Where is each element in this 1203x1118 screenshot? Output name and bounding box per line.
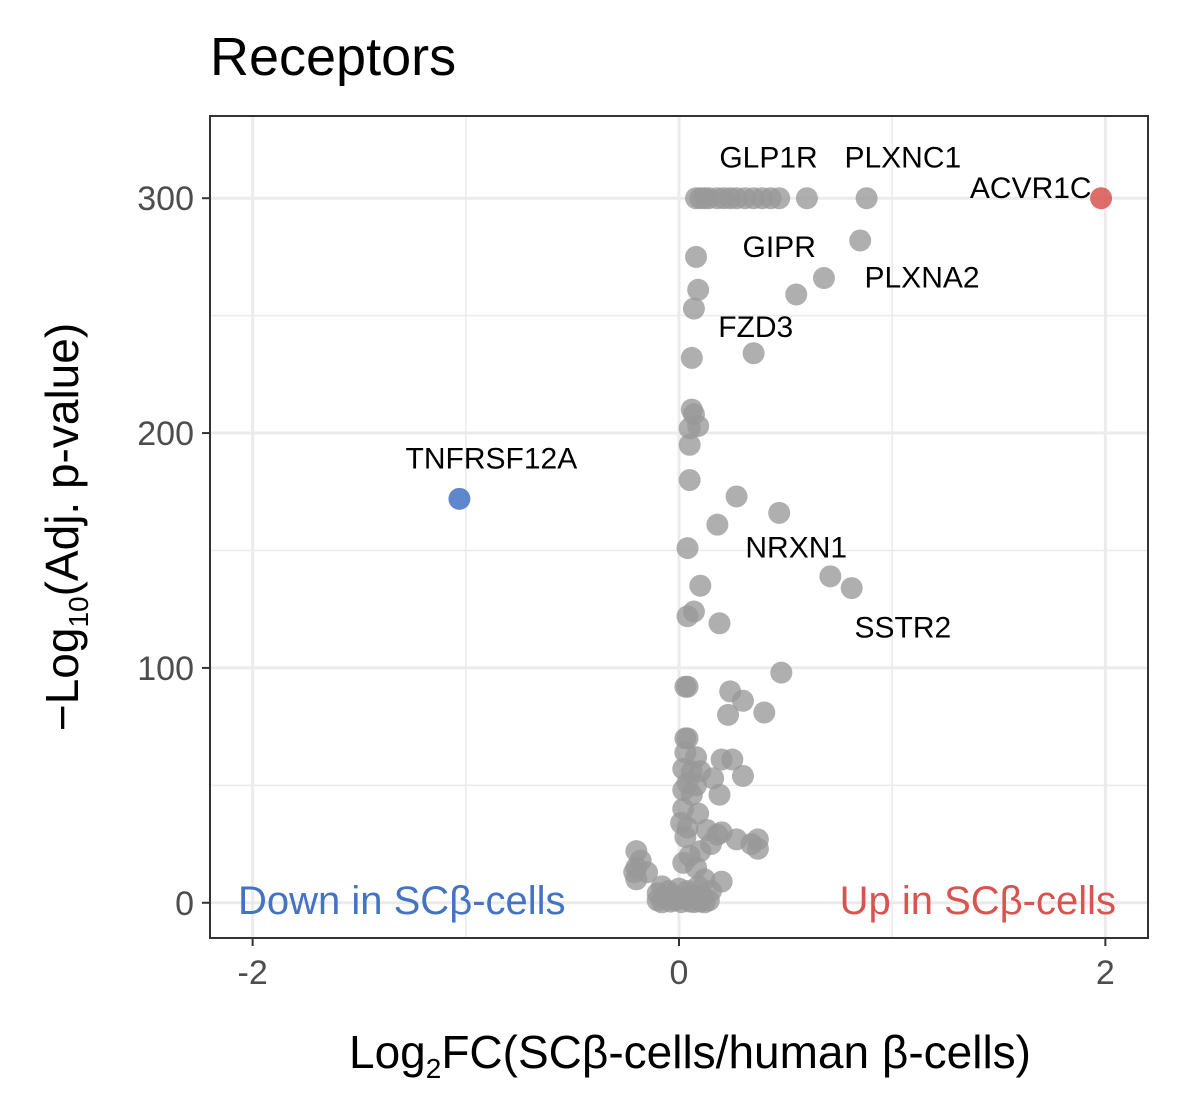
x-tick-label: 0 <box>670 954 689 992</box>
data-point <box>855 187 878 210</box>
y-axis-title: −Log10(Adj. p-value) <box>36 323 94 731</box>
data-point <box>678 469 701 492</box>
data-point <box>678 433 701 456</box>
gene-label-plxnc1: PLXNC1 <box>844 142 961 175</box>
data-point <box>674 826 697 849</box>
gene-label-plxna2: PLXNA2 <box>864 261 979 294</box>
x-axis-title-suffix: FC(SCβ-cells/human β-cells) <box>441 1026 1031 1078</box>
data-point <box>731 689 754 712</box>
x-axis-title-prefix: Log <box>349 1026 426 1078</box>
down-label: Down in SCβ-cells <box>238 879 566 923</box>
data-point <box>650 891 673 914</box>
gene-label-glp1r: GLP1R <box>719 142 817 175</box>
gene-label-tnfrsf12a: TNFRSF12A <box>406 442 578 475</box>
data-point <box>849 229 872 252</box>
gene-label-nrxn1: NRXN1 <box>745 532 847 565</box>
data-point <box>746 837 769 860</box>
data-point <box>840 577 863 600</box>
data-point <box>753 701 776 724</box>
y-tick-label: 200 <box>137 415 194 453</box>
data-point <box>725 485 748 508</box>
data-point <box>770 661 793 684</box>
data-point <box>795 187 818 210</box>
x-axis-ticks: -2 0 2 <box>238 938 1115 992</box>
data-point <box>706 513 729 536</box>
y-axis-title-suffix: (Adj. p-value) <box>36 323 88 597</box>
highlight-point-tnfrsf12a <box>448 487 471 510</box>
data-point <box>680 346 703 369</box>
data-point <box>682 297 705 320</box>
y-axis-ticks: 0 100 200 300 <box>137 180 210 923</box>
data-point <box>812 267 835 290</box>
gene-label-fzd3: FZD3 <box>718 311 793 344</box>
data-point <box>676 675 699 698</box>
data-point <box>768 501 791 524</box>
data-point <box>721 748 744 771</box>
data-point <box>785 283 808 306</box>
up-label: Up in SCβ-cells <box>840 879 1116 923</box>
data-point <box>717 703 740 726</box>
y-axis-title-prefix: −Log <box>36 628 88 732</box>
data-point <box>731 764 754 787</box>
highlighted-points <box>448 187 1113 510</box>
data-point <box>708 783 731 806</box>
data-point <box>678 417 701 440</box>
y-tick-label: 100 <box>137 650 194 688</box>
gene-label-acvr1c: ACVR1C <box>970 172 1092 205</box>
data-point <box>693 891 716 914</box>
gene-label-gipr: GIPR <box>743 231 816 264</box>
gene-labels: GLP1R PLXNC1 ACVR1C GIPR PLXNA2 FZD3 TNFRSF12A… <box>406 142 1092 645</box>
data-point <box>768 187 791 210</box>
y-tick-label: 300 <box>137 180 194 218</box>
data-point <box>676 537 699 560</box>
highlight-point-acvr1c <box>1090 187 1113 210</box>
y-tick-label: 0 <box>175 885 194 923</box>
data-point <box>685 245 708 268</box>
x-axis-title: Log2FC(SCβ-cells/human β-cells) <box>349 1026 1031 1084</box>
gene-label-sstr2: SSTR2 <box>854 611 951 644</box>
data-point <box>625 868 648 891</box>
data-point <box>689 574 712 597</box>
data-point <box>682 600 705 623</box>
data-point <box>742 342 765 365</box>
data-point <box>687 278 710 301</box>
chart-title: Receptors <box>210 27 456 87</box>
data-point <box>708 612 731 635</box>
x-axis-title-subscript: 2 <box>426 1053 442 1084</box>
y-axis-title-subscript: 10 <box>63 596 94 627</box>
data-point <box>819 565 842 588</box>
data-points <box>623 187 878 914</box>
x-tick-label: -2 <box>238 954 268 992</box>
x-tick-label: 2 <box>1096 954 1115 992</box>
